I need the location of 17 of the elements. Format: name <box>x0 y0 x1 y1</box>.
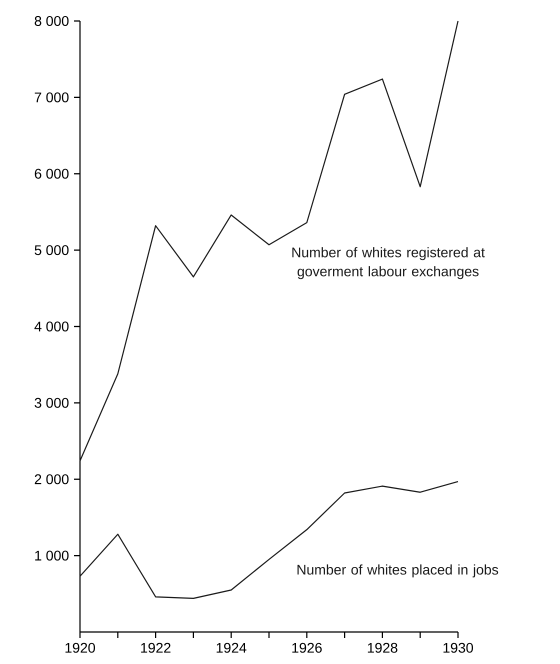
x-tick-label: 1920 <box>65 642 96 653</box>
x-tick-label: 1930 <box>443 642 474 653</box>
y-tick-label: 5 000 <box>34 245 69 256</box>
line-series <box>79 480 459 599</box>
series-label: Number of whites placed in jobs <box>298 564 498 578</box>
y-tick-label: 1 000 <box>35 550 69 561</box>
y-tick-label: 3 000 <box>34 398 69 408</box>
x-tick-label: 1922 <box>141 642 170 653</box>
x-tick-label: 1928 <box>368 642 398 653</box>
y-tick-label: 8 000 <box>34 16 69 26</box>
series-label: Number of whites registered at goverment labour exchanges <box>292 247 485 280</box>
y-tick-label: 7 000 <box>34 92 69 102</box>
y-tick-label: 6 000 <box>34 168 69 179</box>
y-tick-label: 4 000 <box>34 322 69 332</box>
x-tick-label: 1924 <box>216 642 246 653</box>
y-tick-label: 2 000 <box>34 474 69 484</box>
x-tick-label: 1926 <box>292 642 322 653</box>
